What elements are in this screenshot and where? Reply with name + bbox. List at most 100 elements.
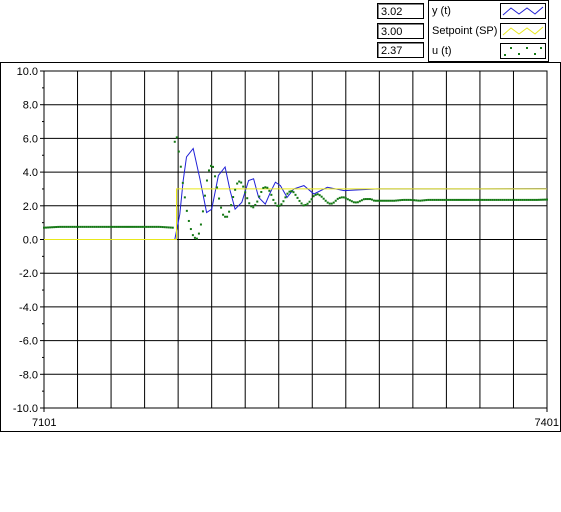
u-series-point bbox=[507, 198, 510, 201]
u-series-point bbox=[226, 215, 229, 218]
u-series-point bbox=[256, 200, 259, 203]
u-series-point bbox=[230, 204, 233, 207]
readout-u: 2.37 bbox=[377, 42, 424, 58]
u-series-point bbox=[437, 198, 440, 201]
u-series-point bbox=[413, 199, 416, 202]
u-series-point bbox=[278, 204, 281, 207]
legend-swatch-y[interactable] bbox=[500, 3, 546, 19]
legend-label-y: y (t) bbox=[432, 5, 451, 17]
u-series-point bbox=[328, 202, 331, 205]
u-series-point bbox=[419, 199, 422, 202]
y-tick-label: -6.0 bbox=[19, 336, 38, 348]
u-series-point bbox=[546, 198, 548, 201]
u-series-point bbox=[334, 199, 337, 202]
u-series-point bbox=[395, 199, 398, 202]
u-series-point bbox=[43, 226, 45, 229]
u-series-point bbox=[276, 204, 279, 207]
u-series-point bbox=[137, 225, 140, 228]
u-series-point bbox=[397, 199, 400, 202]
u-series-point bbox=[417, 199, 420, 202]
u-series-point bbox=[399, 199, 402, 202]
u-series-point bbox=[451, 198, 454, 201]
u-series-point bbox=[368, 198, 371, 201]
u-series-point bbox=[127, 225, 130, 228]
u-series-point bbox=[296, 196, 299, 199]
legend-swatch-setpoint[interactable] bbox=[500, 23, 546, 39]
u-series-point bbox=[358, 200, 361, 203]
u-series-point bbox=[224, 215, 227, 218]
u-series-point bbox=[79, 225, 82, 228]
plot-legend[interactable]: y (t) Setpoint (SP) u (t) bbox=[428, 0, 549, 62]
u-series-point bbox=[320, 195, 323, 198]
u-series-point bbox=[495, 198, 498, 201]
u-series-point bbox=[101, 225, 104, 228]
u-series-point bbox=[445, 198, 448, 201]
u-series-point bbox=[387, 199, 390, 202]
y-tick-label: 10.0 bbox=[17, 66, 38, 78]
u-series-point bbox=[157, 225, 160, 228]
legend-points-u-icon bbox=[504, 47, 542, 56]
u-series-point bbox=[487, 198, 490, 201]
u-series-point bbox=[260, 190, 263, 193]
u-series-point bbox=[151, 225, 154, 228]
u-series-point bbox=[111, 225, 114, 228]
u-series-point bbox=[403, 198, 406, 201]
u-series-point bbox=[513, 198, 516, 201]
u-series-point bbox=[292, 191, 295, 194]
u-series-point bbox=[189, 228, 192, 231]
u-series-point bbox=[69, 225, 72, 228]
u-series-point bbox=[55, 226, 58, 229]
u-series-point bbox=[429, 198, 432, 201]
u-series-point bbox=[433, 198, 436, 201]
u-series-point bbox=[348, 199, 351, 202]
u-series-point bbox=[519, 198, 522, 201]
u-series-point bbox=[191, 234, 194, 237]
u-series-point bbox=[531, 198, 534, 201]
u-series-point bbox=[161, 226, 164, 229]
u-series-point bbox=[240, 181, 243, 184]
u-series-point bbox=[75, 225, 78, 228]
u-series-point bbox=[115, 225, 118, 228]
u-series-point bbox=[346, 198, 349, 201]
u-series-point bbox=[181, 181, 184, 184]
u-series-point bbox=[529, 198, 532, 201]
x-tick-label: 7101 bbox=[32, 417, 56, 429]
u-series-point bbox=[262, 186, 265, 189]
u-series-point bbox=[95, 225, 98, 228]
u-series-point bbox=[81, 225, 84, 228]
u-series-point bbox=[372, 199, 375, 202]
u-series-point bbox=[340, 196, 343, 199]
u-series-point bbox=[67, 225, 70, 228]
y-tick-label: 6.0 bbox=[23, 133, 38, 145]
u-series-point bbox=[201, 210, 204, 213]
u-series-point bbox=[499, 198, 502, 201]
u-series-point bbox=[63, 225, 66, 228]
u-series-point bbox=[258, 195, 261, 198]
u-series-point bbox=[179, 165, 182, 168]
u-series-point bbox=[117, 225, 120, 228]
u-series-point bbox=[391, 199, 394, 202]
u-series-point bbox=[159, 225, 162, 228]
u-series-point bbox=[326, 201, 329, 204]
y-tick-label: -8.0 bbox=[19, 369, 38, 381]
u-series-point bbox=[374, 199, 377, 202]
legend-swatch-u[interactable] bbox=[500, 43, 546, 59]
u-series-point bbox=[93, 225, 96, 228]
u-series-point bbox=[57, 225, 60, 228]
u-series-point bbox=[362, 198, 365, 201]
u-series-point bbox=[473, 198, 476, 201]
u-series-point bbox=[65, 225, 68, 228]
u-series-point bbox=[59, 225, 62, 228]
u-series-point bbox=[155, 225, 158, 228]
u-series-point bbox=[216, 186, 219, 189]
u-series-point bbox=[195, 237, 198, 240]
u-series-point bbox=[197, 232, 200, 235]
u-series-point bbox=[167, 226, 170, 229]
u-series-point bbox=[366, 198, 369, 201]
u-series-point bbox=[236, 182, 239, 185]
u-series-point bbox=[286, 192, 289, 195]
u-series-point bbox=[177, 150, 180, 153]
u-series-point bbox=[310, 198, 313, 201]
u-series-point bbox=[129, 225, 132, 228]
